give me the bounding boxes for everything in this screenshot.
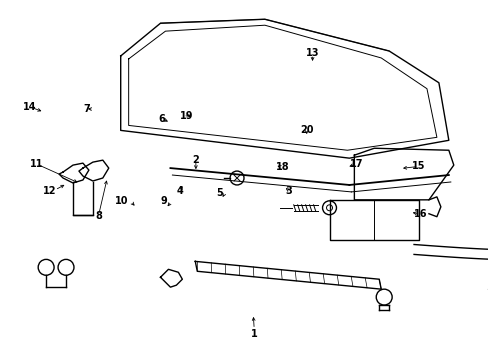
Text: 2: 2: [192, 156, 199, 165]
Text: 20: 20: [299, 125, 313, 135]
Text: 1: 1: [250, 329, 257, 339]
Text: 14: 14: [23, 102, 36, 112]
Text: 12: 12: [43, 186, 57, 196]
Text: 16: 16: [413, 209, 427, 219]
Text: 17: 17: [349, 159, 362, 169]
Text: 9: 9: [161, 197, 167, 206]
Text: 7: 7: [83, 104, 90, 113]
Text: 13: 13: [305, 48, 319, 58]
Text: 15: 15: [411, 161, 425, 171]
Text: 6: 6: [158, 114, 165, 124]
Text: 8: 8: [95, 211, 102, 221]
Text: 3: 3: [285, 186, 291, 196]
Text: 5: 5: [215, 188, 222, 198]
Text: 10: 10: [115, 197, 128, 206]
Text: 19: 19: [180, 111, 193, 121]
Text: 18: 18: [275, 162, 288, 172]
Text: 4: 4: [177, 186, 183, 196]
Text: 11: 11: [30, 159, 43, 169]
